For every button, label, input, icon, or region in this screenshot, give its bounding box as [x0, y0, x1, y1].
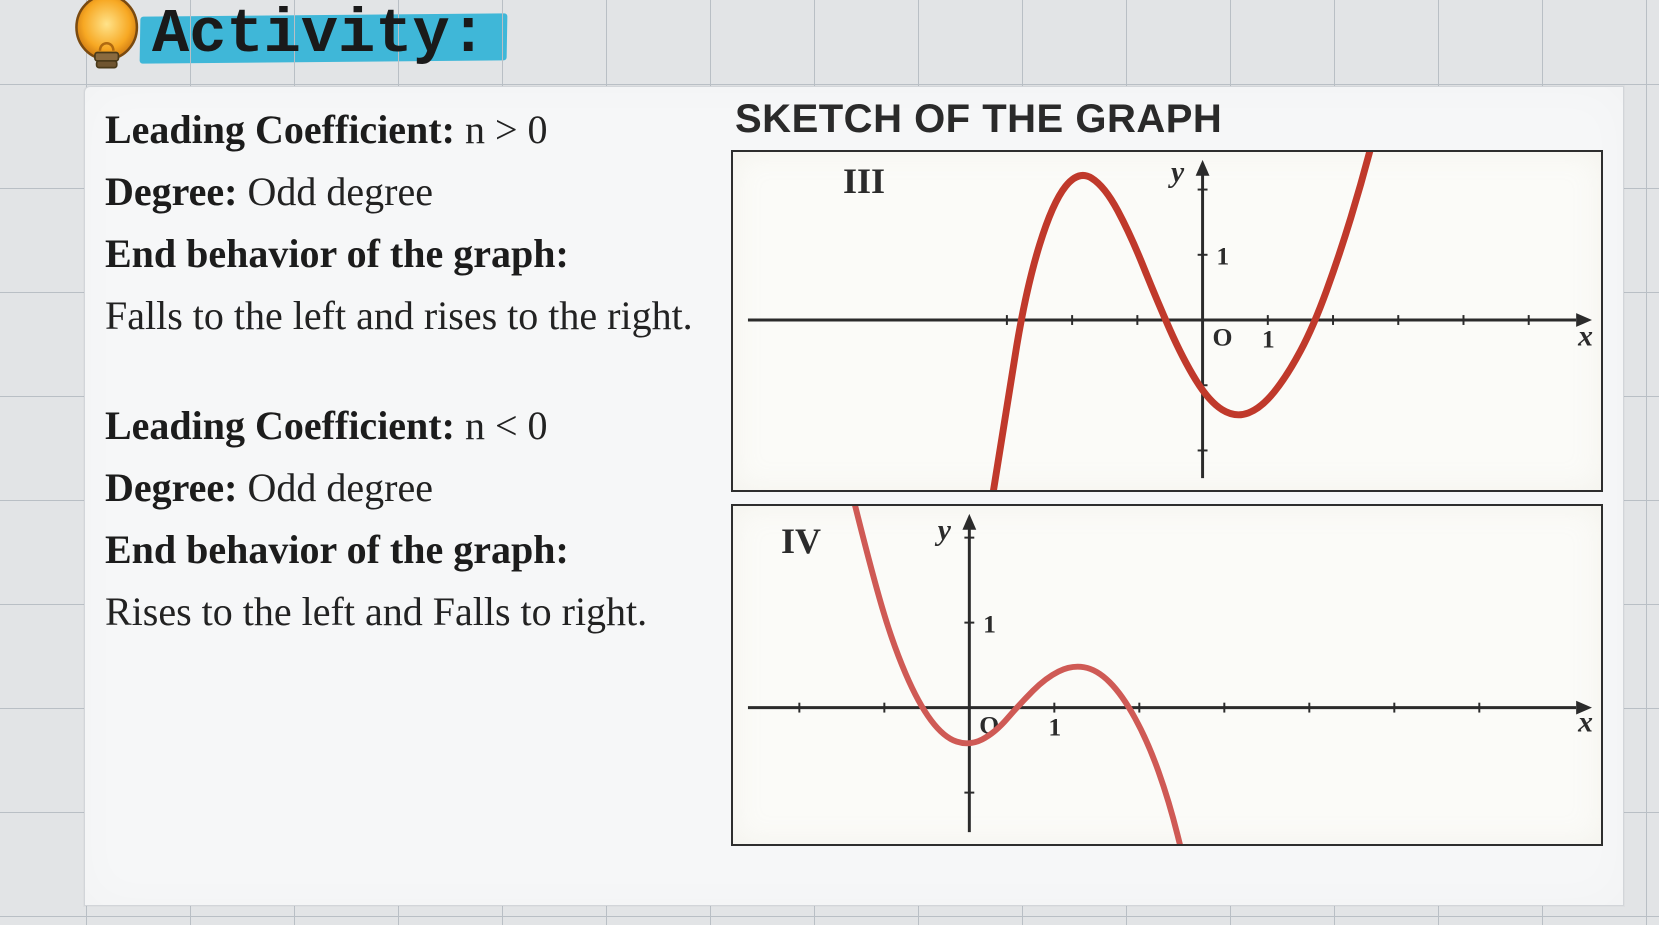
text-column: Leading Coefficient: n > 0 Degree: Odd d…	[105, 99, 705, 643]
line: Falls to the left and rises to the right…	[105, 285, 705, 347]
label: End behavior of the graph:	[105, 527, 569, 572]
graph-box-3: III 1 1 Oy x	[731, 150, 1603, 492]
activity-header: Activity:	[60, 0, 497, 76]
svg-text:O: O	[1212, 323, 1232, 352]
line: Rises to the left and Falls to right.	[105, 581, 705, 643]
value: n < 0	[465, 403, 548, 448]
svg-text:1: 1	[1048, 712, 1061, 741]
line: End behavior of the graph:	[105, 223, 705, 285]
main-panel: Leading Coefficient: n > 0 Degree: Odd d…	[84, 86, 1624, 906]
svg-text:y: y	[1168, 157, 1185, 189]
value: Odd degree	[248, 465, 433, 510]
value: n > 0	[465, 107, 548, 152]
label: End behavior of the graph:	[105, 231, 569, 276]
svg-text:1: 1	[1262, 325, 1275, 354]
roman-numeral: III	[843, 160, 885, 202]
label: Degree:	[105, 465, 248, 510]
graph-box-4: IV 11Oyx	[731, 504, 1603, 846]
content-root: Activity: Leading Coefficient: n > 0 Deg…	[0, 0, 1659, 925]
svg-text:1: 1	[983, 610, 996, 639]
graph-svg-3: 1 1 Oy x	[733, 152, 1601, 490]
label: Degree:	[105, 169, 248, 214]
activity-label: Activity:	[146, 0, 497, 70]
line: Degree: Odd degree	[105, 457, 705, 519]
value: Rises to the left and Falls to right.	[105, 589, 647, 634]
line: Leading Coefficient: n > 0	[105, 99, 705, 161]
line: Leading Coefficient: n < 0	[105, 395, 705, 457]
svg-text:x: x	[1577, 321, 1593, 353]
svg-text:y: y	[935, 515, 952, 547]
sketch-title: SKETCH OF THE GRAPH	[735, 97, 1611, 142]
case-block-1: Leading Coefficient: n > 0 Degree: Odd d…	[105, 99, 705, 347]
label: Leading Coefficient:	[105, 107, 465, 152]
roman-numeral: IV	[781, 520, 821, 562]
lightbulb-icon	[60, 0, 150, 76]
value: Falls to the left and rises to the right…	[105, 293, 693, 338]
value: Odd degree	[248, 169, 433, 214]
graph-column: SKETCH OF THE GRAPH III 1 1 Oy x IV 1 1 Oy x	[731, 97, 1611, 858]
svg-text:1: 1	[1216, 242, 1229, 271]
graph-svg-4: 11Oyx	[733, 506, 1601, 844]
label: Leading Coefficient:	[105, 403, 465, 448]
svg-text:x: x	[1577, 706, 1593, 738]
case-block-2: Leading Coefficient: n < 0 Degree: Odd d…	[105, 395, 705, 643]
line: Degree: Odd degree	[105, 161, 705, 223]
line: End behavior of the graph:	[105, 519, 705, 581]
